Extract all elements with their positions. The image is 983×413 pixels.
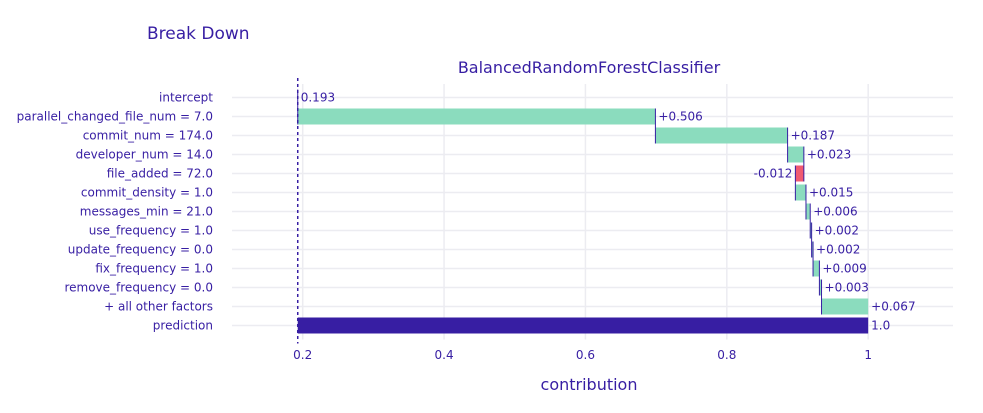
bar [795,165,804,182]
y-tick-label: update_frequency = 0.0 [68,243,213,257]
bar [297,108,656,125]
data-label: +0.009 [822,262,866,276]
bar [805,203,811,220]
data-label: +0.002 [815,224,859,238]
data-label: 0.193 [301,91,335,105]
y-tick-label: use_frequency = 1.0 [89,224,213,238]
x-tick-label: 0.6 [576,348,595,362]
y-tick-label: developer_num = 14.0 [76,148,213,162]
bar [819,279,822,296]
data-label: 1.0 [871,319,890,333]
data-label: +0.015 [809,186,853,200]
data-label: +0.506 [658,110,702,124]
y-tick-label: commit_density = 1.0 [81,186,213,200]
data-label: +0.023 [807,148,851,162]
data-label: +0.006 [813,205,857,219]
bar [813,260,820,277]
y-tick-label: remove_frequency = 0.0 [64,281,213,295]
y-tick-label: prediction [153,319,213,333]
bar [795,184,806,201]
y-tick-label: fix_frequency = 1.0 [95,262,213,276]
bar [297,317,869,334]
x-tick-label: 0.4 [435,348,454,362]
data-label: +0.067 [871,300,915,314]
x-tick-label: 0.8 [717,348,736,362]
chart-subtitle: BalancedRandomForestClassifier [458,58,721,77]
x-axis-ticks: 0.2 0.4 0.6 0.8 1 [293,348,872,362]
bars [297,108,869,334]
data-label: -0.012 [754,167,793,181]
y-tick-label: + all other factors [104,300,213,314]
bar [787,146,804,163]
data-labels: 0.193 +0.506 +0.187 +0.023 -0.012 +0.015 +0.00… [301,91,916,333]
y-tick-label: file_added = 72.0 [107,167,213,181]
y-tick-label: parallel_changed_file_num = 7.0 [17,110,213,124]
y-axis-labels: intercept parallel_changed_file_num = 7.0… [17,91,214,333]
bar [821,298,869,315]
y-tick-label: intercept [159,91,213,105]
chart-title: Break Down [147,24,250,44]
data-label: +0.187 [791,129,835,143]
x-tick-label: 0.2 [293,348,312,362]
bar [655,127,788,144]
bar [811,241,814,258]
connectors [297,89,823,315]
x-axis-label: contribution [541,375,638,394]
x-tick-label: 1 [864,348,872,362]
data-label: +0.003 [825,281,869,295]
bar [810,222,812,239]
data-label: +0.002 [816,243,860,257]
y-tick-label: commit_num = 174.0 [83,129,213,143]
y-tick-label: messages_min = 21.0 [80,205,213,219]
